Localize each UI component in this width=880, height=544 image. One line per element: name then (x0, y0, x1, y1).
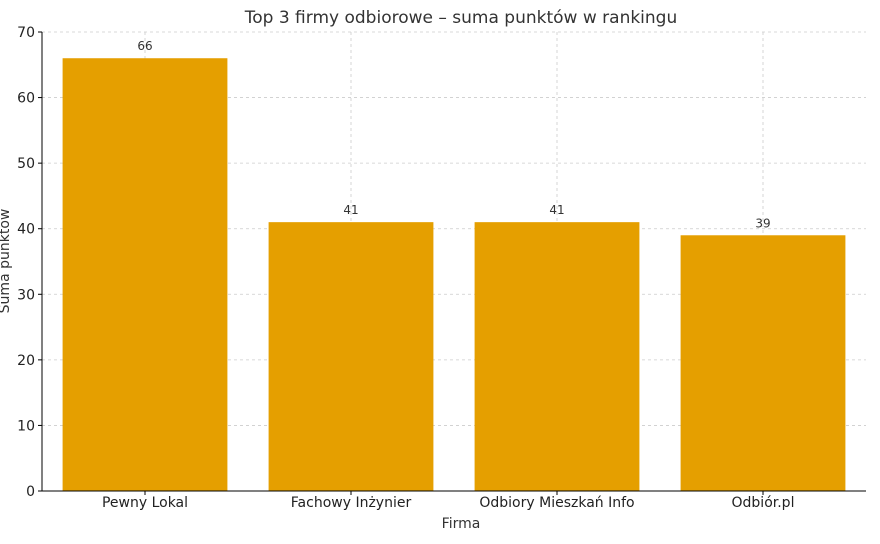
x-tick-label: Pewny Lokal (102, 495, 188, 511)
y-tick-label: 50 (17, 156, 35, 172)
value-labels: 66 41 41 39 (137, 39, 770, 230)
y-tick-label: 70 (17, 25, 35, 41)
y-axis-label: Suma punktów (0, 209, 13, 314)
value-label-2: 41 (343, 203, 358, 217)
x-tick-label: Odbiory Mieszkań Info (479, 495, 634, 511)
bar-2 (268, 222, 434, 491)
value-label-4: 39 (755, 216, 770, 230)
value-label-1: 66 (137, 39, 152, 53)
value-label-3: 41 (549, 203, 564, 217)
axes (41, 32, 866, 492)
y-tick-label: 60 (17, 91, 35, 107)
bar-3 (474, 222, 640, 491)
y-tick-label: 30 (17, 287, 35, 303)
bar-1 (62, 58, 228, 491)
x-axis-label: Firma (442, 516, 481, 532)
y-ticks: 0 10 20 30 40 50 60 70 (17, 25, 42, 500)
y-tick-label: 20 (17, 353, 35, 369)
x-tick-label: Fachowy Inżynier (291, 495, 412, 511)
y-tick-label: 40 (17, 222, 35, 238)
y-tick-label: 0 (26, 484, 35, 500)
y-tick-label: 10 (17, 418, 35, 434)
bar-4 (680, 235, 846, 491)
x-ticks: Pewny Lokal Fachowy Inżynier Odbiory Miesz… (102, 491, 795, 511)
bars (62, 58, 846, 491)
chart-title: Top 3 firmy odbiorowe – suma punktów w r… (244, 8, 678, 28)
x-tick-label: Odbiór.pl (732, 495, 795, 511)
